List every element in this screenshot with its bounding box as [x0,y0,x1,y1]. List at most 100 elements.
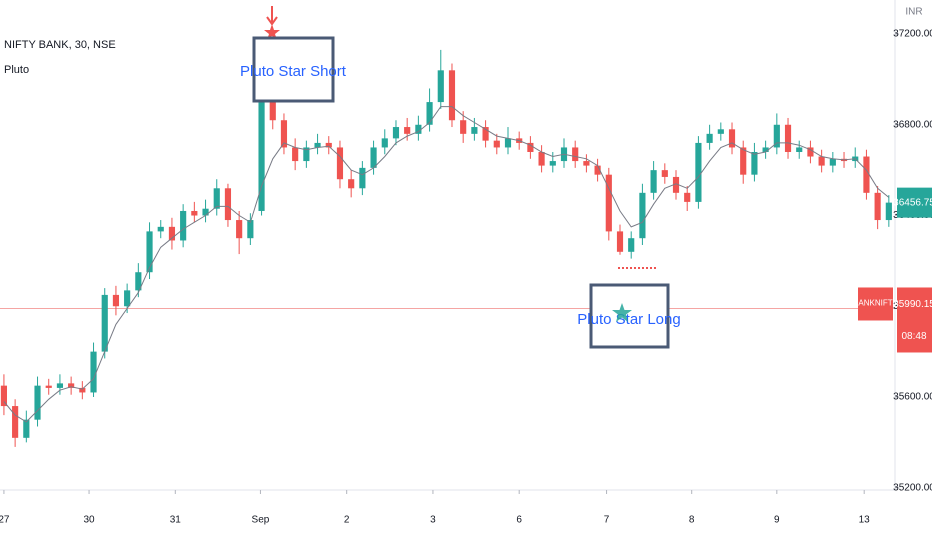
candle-body [34,385,41,420]
candle-body [213,188,220,209]
candle-body [146,231,153,273]
x-tick-label: 2 [344,515,350,526]
x-tick-label: 27 [0,515,10,526]
candle-body [460,120,467,134]
candle-body [538,151,545,166]
candle-body [639,192,646,239]
candle-body [224,188,232,221]
last-price-label: 36456.75 [893,197,932,208]
plot-area [0,49,895,447]
candle-body [124,290,131,307]
candle-body [56,383,64,388]
candle-body [751,151,758,175]
candle-body [370,147,377,168]
candle-body [728,129,736,148]
moving-average [3,106,890,423]
candle-body [247,220,254,239]
alert-time: 08:48 [901,331,926,342]
candle-body [874,192,881,221]
candle-body [796,147,803,152]
candle-body [180,210,187,241]
annotation-box [252,36,335,103]
short-star [264,24,280,40]
candle-body [437,70,444,103]
y-tick-label: 36800.00 [893,119,932,130]
candle-body [527,142,534,152]
x-tick-label: 7 [604,515,610,526]
candle-body [773,124,780,148]
candle-body [336,147,344,180]
candle-body [616,231,624,252]
candle-body [168,226,176,241]
x-tick-label: 9 [774,515,780,526]
candle-body [684,192,691,202]
annotation-box [589,283,670,349]
candle-body [583,161,590,166]
candle-body [12,406,19,438]
candle-body [448,70,456,121]
candle-body [504,138,512,148]
candle-body [829,158,836,166]
x-tick-label: 3 [430,515,436,526]
candle-body [415,124,422,134]
candle-body [605,174,612,232]
candle-body [258,102,265,211]
alert-name-tag [858,287,893,321]
candle-body [650,170,657,193]
candle-body [661,170,668,177]
candle-body [325,142,332,148]
candle-body [45,385,52,388]
candle-body [471,127,478,134]
candle-body [112,294,120,307]
last-price-tag [897,187,932,218]
candle-body [695,142,702,202]
candle-body [863,156,870,193]
x-tick-label: 6 [516,515,522,526]
currency-label: INR [905,7,922,18]
candle-body [807,147,814,157]
candle-body [594,165,601,175]
candle-body [392,127,400,139]
x-tick-label: 30 [83,515,95,526]
annotation-long: Pluto Star Long [577,311,680,328]
candle-body [68,383,75,388]
candle-body [885,202,892,221]
candle-body [784,124,792,152]
candle-body [549,161,556,166]
candle-body [292,147,299,162]
candle-body [628,238,635,252]
candle-body [426,102,433,125]
candle-body [303,147,310,162]
candle-body [79,387,86,393]
x-tick-label: 31 [170,515,182,526]
candle-body [381,138,388,148]
annotation-short: Pluto Star Short [240,63,347,80]
candle-body [706,133,713,143]
candle-body [236,220,243,239]
candle-body [135,272,142,291]
candle-body [269,102,276,121]
candle-body [672,176,680,193]
x-tick-label: Sep [252,515,270,526]
candle-body [191,210,198,216]
y-tick-label: 35200.00 [893,482,932,493]
y-tick-label: 35600.00 [893,392,932,403]
candle-body [314,142,321,148]
candle-body [157,226,164,232]
candle-body [202,208,209,216]
candle-body [482,127,489,141]
candle-body [359,167,366,189]
alert-name: BANKNIFTY [853,299,899,308]
indicator-name: Pluto [4,64,29,76]
candle-body [348,179,355,189]
long-star [612,303,632,322]
candle-body [762,147,769,152]
x-tick-label: 13 [859,515,871,526]
candle-body [404,127,411,134]
y-tick-label: 37200.00 [893,29,932,40]
candle-body [818,156,825,166]
candle-body [0,385,8,407]
x-tick-label: 8 [689,515,695,526]
